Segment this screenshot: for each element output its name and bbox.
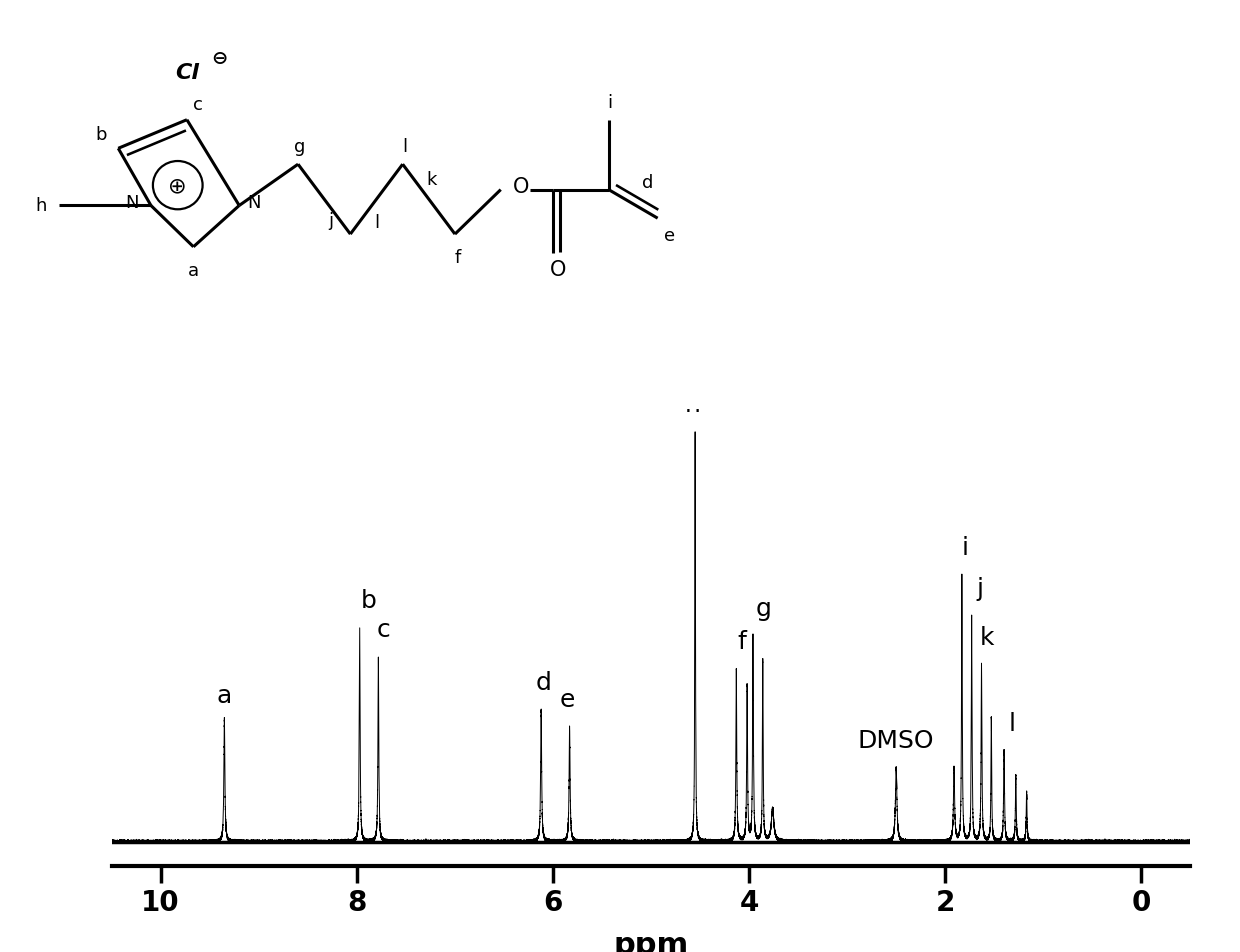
Text: f: f (455, 248, 461, 267)
Text: N: N (247, 194, 260, 212)
X-axis label: ppm: ppm (614, 930, 688, 952)
Text: g: g (756, 597, 771, 621)
Text: O: O (512, 177, 529, 197)
Text: e: e (560, 687, 575, 711)
Text: h: h (35, 197, 46, 215)
Text: k: k (427, 170, 436, 188)
Text: N: N (125, 194, 139, 212)
Text: l: l (402, 138, 407, 156)
Text: i: i (608, 93, 613, 111)
Text: j: j (329, 211, 334, 229)
Text: ⊖: ⊖ (211, 49, 228, 68)
Text: ⊕: ⊕ (169, 176, 187, 196)
Text: i: i (961, 536, 968, 560)
Text: Cl: Cl (175, 63, 198, 83)
Text: l: l (374, 214, 379, 232)
Text: h: h (686, 392, 701, 416)
Text: k: k (980, 625, 994, 649)
Text: d: d (536, 670, 551, 695)
Text: j: j (976, 576, 983, 601)
Text: c: c (193, 96, 203, 114)
Text: l: l (1008, 711, 1016, 735)
Text: c: c (377, 617, 391, 642)
Text: d: d (642, 174, 653, 192)
Text: O: O (551, 260, 567, 280)
Text: e: e (665, 227, 676, 245)
Text: g: g (294, 138, 306, 156)
Text: b: b (95, 126, 107, 144)
Text: f: f (738, 629, 746, 654)
Text: a: a (188, 262, 198, 280)
Text: b: b (361, 588, 377, 613)
Text: DMSO: DMSO (858, 727, 935, 752)
Text: a: a (217, 683, 232, 706)
